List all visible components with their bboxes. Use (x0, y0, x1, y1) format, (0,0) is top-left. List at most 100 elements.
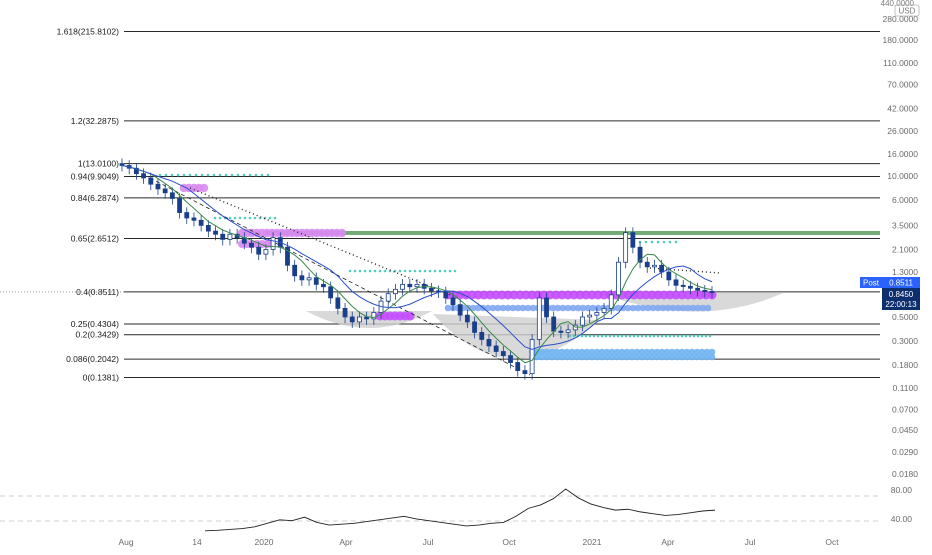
candle-body (630, 232, 636, 248)
blue-zone-low (558, 348, 566, 356)
candle-body (450, 297, 456, 306)
blue-zone-low (568, 348, 576, 356)
blue-zone-low (678, 348, 686, 356)
candle-body (486, 339, 492, 347)
blue-zone-low (653, 353, 661, 361)
post-value-box (882, 277, 920, 288)
candle-body (601, 307, 607, 313)
blue-zone-main (554, 304, 562, 312)
blue-zone-main (569, 304, 577, 312)
candle-body (637, 246, 643, 263)
blue-zone-main (659, 304, 667, 312)
teal-dots-1 (254, 173, 258, 177)
blue-zone-main (614, 304, 622, 312)
blue-zone-low (608, 353, 616, 361)
blue-zone-main (474, 304, 482, 312)
candle-body (443, 291, 449, 299)
teal-dots-2 (228, 216, 232, 220)
blue-zone-main (594, 304, 602, 312)
axis-top-label: 440.0000 (881, 0, 915, 8)
time-tick-label: Jul (745, 537, 756, 547)
blue-zone-low (693, 353, 701, 361)
fib-label: 1.2(32.2875) (71, 116, 119, 126)
teal-dots-4 (640, 334, 644, 338)
trendlines (149, 177, 721, 376)
moving-average-fast (121, 165, 713, 364)
candle-body (680, 284, 686, 287)
candle-body (536, 297, 542, 340)
blue-zone-low (563, 348, 571, 356)
candle-body (292, 264, 298, 277)
fib-label: 1(13.0100) (78, 159, 119, 169)
blue-zone-main (679, 304, 687, 312)
blue-zone-main (499, 304, 507, 312)
post-badge: Post (863, 279, 880, 288)
last-price-box (882, 288, 920, 310)
candle-body (205, 224, 211, 232)
blue-zone-low (623, 348, 631, 356)
price-tick-label: 3.5000 (892, 220, 918, 230)
time-tick-label: 2021 (583, 537, 602, 547)
blue-zone-low (558, 353, 566, 361)
teal-dots-4 (568, 334, 572, 338)
price-tick-label: 0.1100 (893, 383, 919, 393)
time-axis[interactable]: Aug 14 2020 Apr Jul Oct 2021 Apr Jul Oct (118, 537, 839, 547)
teal-dots-1 (194, 173, 198, 177)
teal-dots-1 (242, 173, 246, 177)
candle-body (464, 314, 470, 323)
blue-zone-main (584, 304, 592, 312)
candle-body (141, 173, 146, 179)
blue-zone-low (628, 353, 636, 361)
blue-zone-low (548, 348, 556, 356)
teal-dots-3 (443, 269, 447, 273)
teal-dots-5 (650, 240, 654, 244)
blue-zone-low (638, 353, 646, 361)
teal-dots-1 (164, 173, 168, 177)
teal-dots-3 (408, 269, 412, 273)
teal-dots-2 (248, 216, 252, 220)
teal-dots-1 (158, 173, 162, 177)
candle-body (659, 264, 665, 273)
blue-zone-main (549, 304, 557, 312)
teal-dots-4 (696, 334, 700, 338)
blue-zone-main (509, 304, 517, 312)
candle-body (644, 261, 650, 268)
blue-zone-low (643, 353, 651, 361)
teal-dots-4 (684, 334, 688, 338)
teal-dots-3 (453, 269, 457, 273)
candle-body (594, 312, 600, 316)
teal-dots-2 (243, 216, 247, 220)
teal-dots-3 (418, 269, 422, 273)
teal-dots-4 (636, 334, 640, 338)
candle-body (162, 188, 168, 194)
blue-zone-main (649, 304, 657, 312)
candle-body (349, 316, 355, 323)
candle-body (688, 285, 693, 289)
teal-dots-4 (584, 334, 588, 338)
teal-dots-3 (448, 269, 452, 273)
teal-dots-4 (652, 334, 656, 338)
teal-dots-4 (592, 334, 596, 338)
price-axis[interactable]: 280.0000 180.0000 110.0000 70.0000 42.0000 26… (883, 14, 919, 479)
osc-tick-label: 40.00 (891, 514, 913, 524)
blue-zone-main (514, 304, 522, 312)
candle-body (457, 304, 463, 316)
candle-body (393, 288, 398, 295)
blue-zone-low (703, 348, 711, 356)
blue-zone-main (654, 304, 662, 312)
teal-dots-4 (656, 334, 660, 338)
price-tick-label: 0.0700 (892, 404, 918, 414)
time-tick-label: Aug (118, 537, 133, 547)
blue-zone-low (668, 348, 676, 356)
blue-zone-low (708, 348, 716, 356)
blue-zone-main (699, 304, 707, 312)
price-tick-label: 2.1000 (892, 244, 918, 254)
fib-label: 0.25(0.4304) (71, 319, 119, 329)
teal-dots-5 (674, 240, 678, 244)
teal-dots-4 (708, 334, 712, 338)
blue-zone-main (684, 304, 692, 312)
blue-zone-low (663, 348, 671, 356)
blue-zone-main (624, 304, 632, 312)
candle-body (587, 314, 593, 318)
